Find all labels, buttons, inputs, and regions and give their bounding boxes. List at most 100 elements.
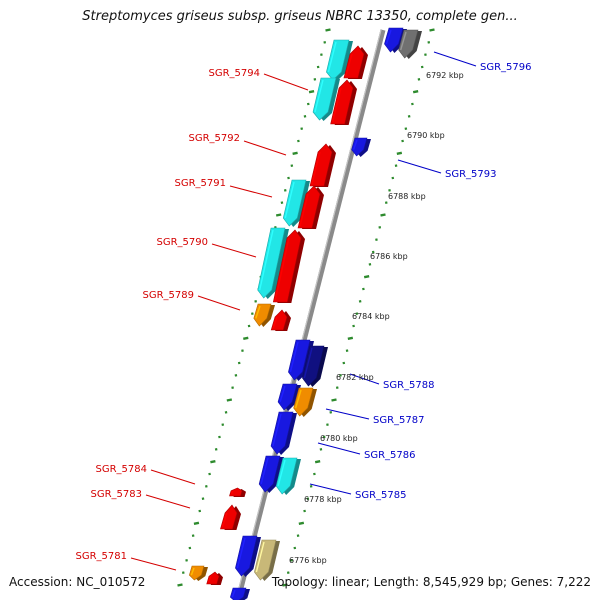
gene-red [272,229,305,303]
gene-gray-highlight [400,31,407,51]
gene-cyan [257,227,289,299]
gene-blue [258,455,284,493]
gene-blue [235,535,261,577]
tick-column-right [282,28,435,587]
gene-cyan-highlight [284,181,295,219]
gene-blue-face [270,411,294,455]
tick-mark-right [363,274,370,279]
scale-labels: 6792 kbp 6790 kbp 6788 kbp 6786 kbp 6784 kbp… [289,71,464,565]
backbone-line [235,29,386,600]
backbone-highlight [235,29,382,600]
gene-label-right: SGR_5786 [364,450,416,461]
tick-mark-left [292,151,298,156]
tick-mark-left [193,521,200,526]
gene-label-right: SGR_5788 [383,380,435,391]
gene-red-highlight [208,575,212,583]
gene-cyan [282,179,310,227]
leader-line-left [211,243,257,258]
gene-red-highlight [331,87,342,123]
gene-blue-face [277,383,298,411]
leader-line-left [197,295,241,311]
leader-line-right [317,442,361,455]
gene-red-highlight [274,237,290,301]
gene-red-face [206,571,220,585]
gene-blue-face [258,455,281,493]
tick-mark-left [226,398,233,402]
gene-blue-highlight [272,413,282,447]
gene-khaki-highlight [255,541,265,573]
gene-blue [351,137,371,157]
scale-label: 6790 kbp [407,131,445,140]
leader-line-left [243,140,287,156]
gene-blue-highlight [385,29,392,45]
scale-label: 6776 kbp [289,556,327,565]
gene-red-highlight [272,316,278,329]
gene-red-face [297,185,321,229]
gene-label-left: SGR_5784 [96,464,148,475]
gene-navy-face [302,345,325,387]
gene-red [206,571,223,585]
scale-label: 6780 kbp [320,434,358,443]
gene-blue-highlight [279,385,286,403]
scale-label: 6786 kbp [370,252,408,261]
tick-mark-left [243,336,249,341]
gene-red-face [309,143,333,187]
gene-blue [229,587,250,600]
gene-label-right: SGR_5785 [355,490,407,501]
gene-red [270,309,291,331]
label-leader-lines [130,51,477,571]
gene-orange-highlight [255,305,261,319]
scale-label: 6784 kbp [352,312,390,321]
tick-mark-left [210,459,216,464]
gene-label-right: SGR_5796 [480,62,532,73]
leader-line-right [433,51,477,67]
gene-blue [270,411,297,455]
leader-line-left [130,557,177,571]
gene-blue-face [288,339,311,381]
gene-red-face [229,487,243,497]
tick-mark-right [282,583,288,587]
tick-mark-right [380,213,386,217]
gene-red-highlight [230,490,234,495]
gene-blue-highlight [260,457,269,485]
leader-line-right [325,408,370,420]
gene-red-face [330,79,354,125]
gene-blue-highlight [236,537,246,569]
chromosome-backbone [235,29,386,600]
gene-orange-face [293,387,314,417]
gene-red [229,487,246,497]
gene-cyan-highlight [314,79,324,113]
gene-label-left: SGR_5791 [175,178,227,189]
gene-red [297,185,324,229]
gene-red-face [343,45,365,79]
gene-red-face [220,504,238,530]
gene-gray [398,29,422,59]
gene-red [309,143,336,187]
gene-khaki [254,539,280,581]
gene-blue-highlight [231,589,236,598]
scale-label: 6788 kbp [388,192,426,201]
gene-red [343,45,368,79]
leader-line-left [263,73,309,91]
gene-orange-highlight [190,567,195,576]
gene-red-highlight [345,53,353,77]
gene-cyan-face [326,39,350,81]
topology-text: Topology: linear; Length: 8,545,929 bp; … [271,575,591,589]
gene-label-right: SGR_5787 [373,415,425,426]
gene-cyan [312,77,340,121]
gene-label-left: SGR_5790 [157,237,209,248]
tick-mark-right [298,521,305,526]
gene-red-face [270,309,288,331]
tick-mark-right [396,151,403,156]
gene-red [220,504,241,530]
tick-mark-right [429,28,435,32]
gene-blue [277,383,301,411]
leader-line-right [309,483,352,495]
gene-orange-highlight [295,389,302,409]
gene-cyan-highlight [327,41,337,73]
gene-label-left: SGR_5792 [189,133,241,144]
gene-labels: SGR_5794 SGR_5792 SGR_5791 SGR_5790 SGR_5789… [76,62,532,562]
tick-mark-right [331,398,337,402]
gene-blue-face [235,535,258,577]
